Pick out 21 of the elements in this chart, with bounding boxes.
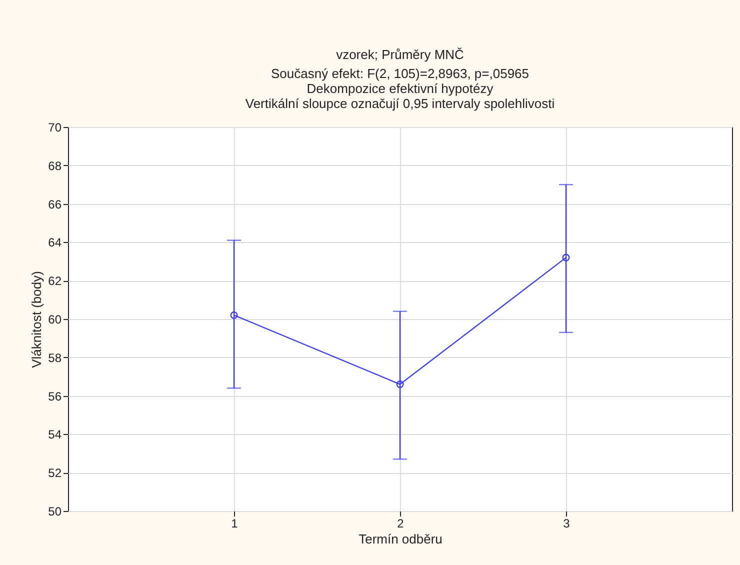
text: Vertikální sloupce označují 0,95 intervaly spolehlivosti xyxy=(245,96,555,111)
y-tick-label: 64 xyxy=(48,236,62,250)
y-tick-label: 68 xyxy=(48,158,62,173)
y-tick-label: 62 xyxy=(48,274,62,288)
text: Dekompozice efektivní hypotézy xyxy=(306,81,494,96)
y-tick-label: 60 xyxy=(48,312,62,326)
x-tick-label: 3 xyxy=(563,516,570,530)
y-tick-label: 56 xyxy=(48,389,62,404)
y-axis-title: Vláknitost (body) xyxy=(29,271,44,368)
y-tick-label: 70 xyxy=(48,120,62,134)
chart-subtitle: Současný efekt: F(2, 105)=2,8963, p=,05965 xyxy=(270,66,530,81)
x-tick-label: 1 xyxy=(231,516,238,530)
point xyxy=(396,380,404,388)
y-tick-label: 54 xyxy=(48,428,62,442)
y-tick-label: 50 xyxy=(48,504,62,518)
chart-title: vzorek; Průměry MNČ xyxy=(336,47,464,62)
y-tick-label: 66 xyxy=(48,197,62,212)
y-tick-label: 52 xyxy=(48,466,62,480)
x-axis-title: Termín odběru xyxy=(358,532,442,546)
x-tick-label: 2 xyxy=(397,516,404,530)
y-tick-label: 58 xyxy=(48,350,62,365)
